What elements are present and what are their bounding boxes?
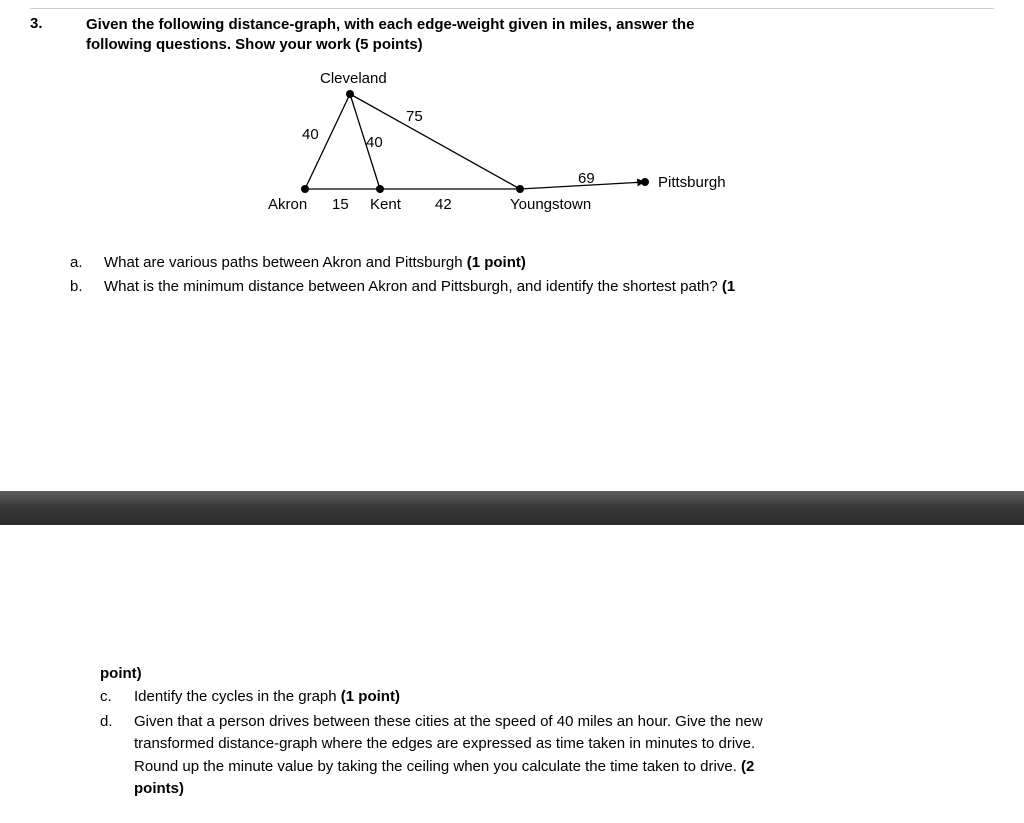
node-label-akron: Akron [268,196,307,213]
subparts-top: a.What are various paths between Akron a… [70,252,994,299]
node-youngstown [516,185,524,193]
subpart-a: a.What are various paths between Akron a… [70,252,994,275]
subpart-letter: a. [70,252,88,275]
node-pittsburgh [641,178,649,186]
node-label-cleveland: Cleveland [320,70,387,87]
edge-weight-cleveland-youngstown: 75 [406,108,423,125]
node-label-pittsburgh: Pittsburgh [658,174,726,191]
node-label-kent: Kent [370,196,401,213]
question-header: 3. Given the following distance-graph, w… [30,15,994,56]
edge-weight-youngstown-pittsburgh: 69 [578,170,595,187]
edge-weight-akron-kent: 15 [332,196,349,213]
point-continuation: point) [100,663,994,685]
edge-weight-kent-youngstown: 42 [435,196,452,213]
question-prompt: Given the following distance-graph, with… [86,15,694,56]
node-cleveland [346,90,354,98]
page-divider-band [0,491,1024,525]
edge-weight-cleveland-akron: 40 [302,126,319,143]
edge-weight-cleveland-kent: 40 [366,134,383,151]
node-kent [376,185,384,193]
subpart-c: c. Identify the cycles in the graph (1 p… [100,686,994,709]
distance-graph: Cleveland Akron Kent Youngstown Pittsburgh 40… [230,64,830,234]
subparts-continued: point) c. Identify the cycles in the gra… [100,663,994,801]
node-akron [301,185,309,193]
question-number: 3. [30,15,58,32]
subpart-b: b.What is the minimum distance between A… [70,276,994,299]
node-label-youngstown: Youngstown [510,196,591,213]
subpart-letter: b. [70,276,88,299]
subpart-d: d. Given that a person drives between th… [100,711,994,801]
